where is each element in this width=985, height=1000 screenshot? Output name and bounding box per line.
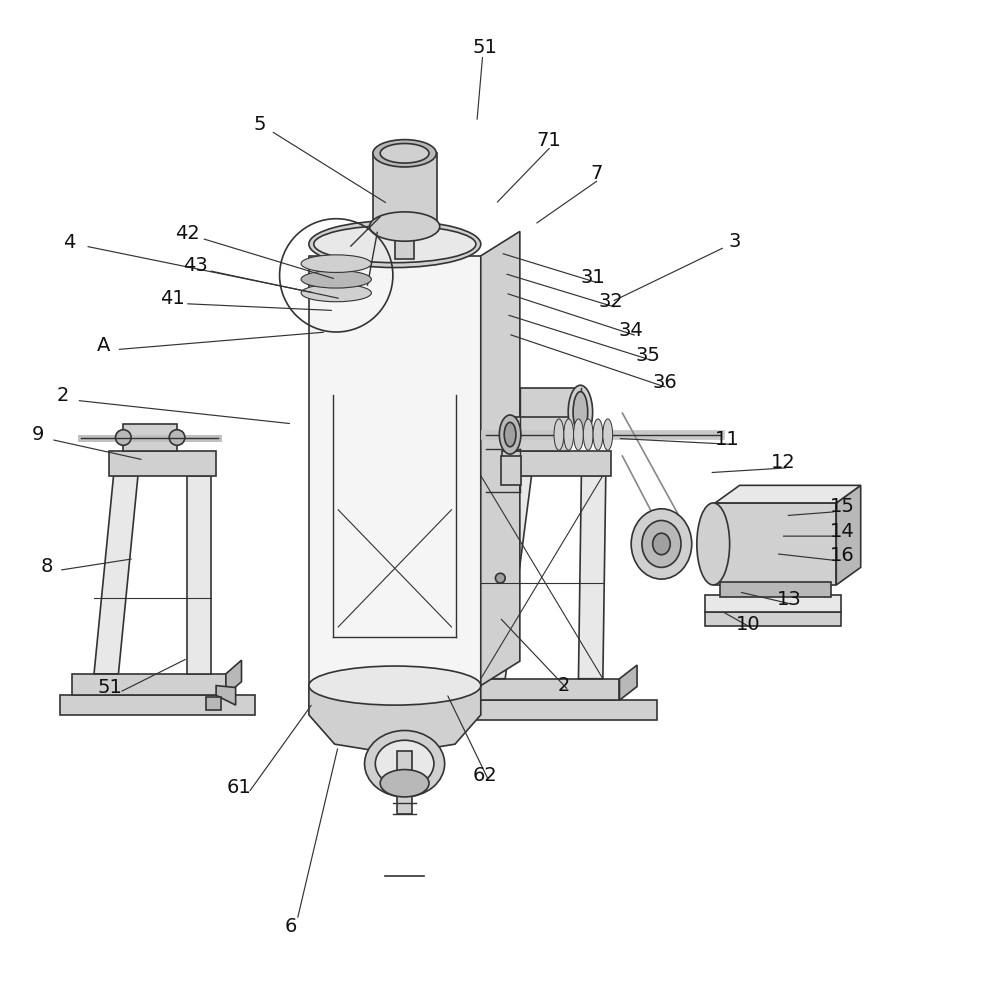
FancyBboxPatch shape (512, 417, 568, 451)
Ellipse shape (603, 419, 613, 450)
Ellipse shape (499, 415, 521, 454)
Polygon shape (309, 256, 481, 686)
Ellipse shape (696, 503, 730, 585)
Polygon shape (578, 476, 606, 679)
FancyBboxPatch shape (501, 456, 521, 485)
Text: 9: 9 (33, 425, 44, 444)
Ellipse shape (115, 430, 131, 445)
Text: 12: 12 (771, 453, 796, 472)
Polygon shape (481, 476, 532, 679)
FancyBboxPatch shape (520, 388, 581, 437)
Text: 36: 36 (652, 373, 677, 392)
Ellipse shape (309, 221, 481, 268)
Ellipse shape (642, 521, 681, 567)
Text: 43: 43 (183, 256, 208, 275)
Text: 61: 61 (227, 778, 251, 797)
FancyBboxPatch shape (395, 227, 415, 259)
FancyBboxPatch shape (715, 503, 836, 585)
FancyBboxPatch shape (373, 153, 436, 227)
Text: 7: 7 (591, 164, 603, 183)
Text: 32: 32 (598, 292, 624, 311)
FancyBboxPatch shape (720, 582, 831, 597)
Polygon shape (836, 485, 861, 585)
Text: 8: 8 (41, 557, 53, 576)
Ellipse shape (631, 509, 691, 579)
Polygon shape (502, 451, 611, 476)
Text: 2: 2 (558, 676, 570, 695)
Text: 15: 15 (829, 497, 855, 516)
Text: A: A (98, 336, 110, 355)
Ellipse shape (653, 533, 670, 555)
Ellipse shape (373, 140, 436, 167)
Text: 42: 42 (175, 224, 200, 243)
Polygon shape (481, 231, 520, 686)
Text: 4: 4 (63, 233, 76, 252)
Ellipse shape (380, 144, 429, 163)
Ellipse shape (301, 255, 371, 272)
Ellipse shape (504, 422, 516, 447)
Ellipse shape (301, 284, 371, 302)
FancyBboxPatch shape (123, 424, 177, 451)
Polygon shape (705, 612, 841, 626)
Text: 41: 41 (160, 289, 184, 308)
Text: 5: 5 (254, 115, 266, 134)
Polygon shape (187, 476, 211, 674)
FancyBboxPatch shape (60, 695, 255, 715)
Ellipse shape (495, 573, 505, 583)
Polygon shape (216, 686, 235, 705)
Text: 6: 6 (285, 917, 297, 936)
Ellipse shape (364, 730, 444, 797)
Ellipse shape (593, 419, 603, 450)
Text: 10: 10 (736, 615, 760, 634)
Text: 51: 51 (472, 38, 497, 57)
FancyBboxPatch shape (397, 751, 413, 814)
Text: 14: 14 (829, 522, 855, 541)
Ellipse shape (301, 270, 371, 288)
Polygon shape (309, 686, 481, 754)
FancyBboxPatch shape (446, 700, 657, 720)
Text: 35: 35 (635, 346, 660, 365)
Ellipse shape (375, 740, 434, 787)
Text: 16: 16 (829, 546, 855, 565)
Text: 34: 34 (619, 321, 643, 340)
Ellipse shape (369, 212, 439, 241)
Ellipse shape (583, 419, 593, 450)
Text: 71: 71 (537, 131, 561, 150)
Polygon shape (461, 679, 620, 700)
Ellipse shape (573, 392, 588, 433)
Polygon shape (72, 674, 226, 695)
Polygon shape (715, 485, 861, 503)
Ellipse shape (380, 770, 429, 797)
Text: 2: 2 (56, 386, 69, 405)
Polygon shape (226, 660, 241, 695)
Ellipse shape (568, 385, 593, 439)
Ellipse shape (573, 419, 583, 450)
Ellipse shape (309, 666, 481, 705)
Polygon shape (620, 665, 637, 700)
Polygon shape (94, 476, 138, 674)
Polygon shape (705, 595, 841, 612)
Text: 62: 62 (473, 766, 497, 785)
Polygon shape (108, 451, 216, 476)
Text: 13: 13 (777, 590, 802, 609)
Polygon shape (206, 697, 221, 710)
Text: 3: 3 (729, 232, 741, 251)
Ellipse shape (169, 430, 185, 445)
Ellipse shape (563, 419, 573, 450)
Text: 51: 51 (98, 678, 122, 697)
Ellipse shape (554, 419, 563, 450)
Text: 11: 11 (714, 430, 740, 449)
Text: 31: 31 (581, 268, 606, 287)
Ellipse shape (314, 226, 476, 263)
